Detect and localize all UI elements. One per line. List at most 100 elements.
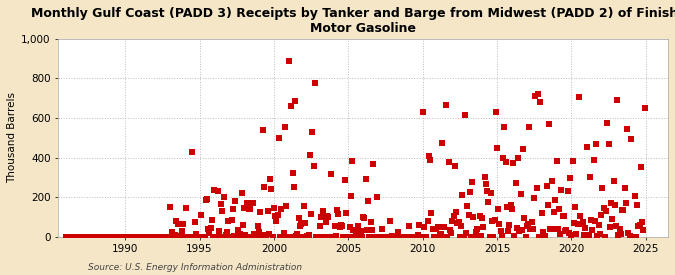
Point: [580, 226, 591, 230]
Point: [528, 226, 539, 231]
Point: [468, 215, 479, 219]
Point: [404, 224, 414, 229]
Point: [500, 160, 511, 164]
Point: [619, 186, 630, 190]
Point: [369, 235, 380, 239]
Point: [255, 210, 266, 214]
Point: [128, 235, 139, 239]
Point: [174, 235, 185, 239]
Point: [426, 211, 437, 216]
Point: [348, 228, 358, 232]
Point: [400, 235, 410, 239]
Point: [529, 196, 539, 201]
Point: [294, 224, 305, 229]
Point: [323, 215, 334, 220]
Point: [390, 235, 401, 239]
Point: [432, 225, 443, 229]
Point: [487, 219, 497, 223]
Point: [186, 235, 196, 239]
Point: [493, 207, 504, 212]
Point: [387, 235, 398, 239]
Point: [396, 235, 407, 239]
Point: [107, 235, 118, 239]
Point: [633, 224, 644, 229]
Point: [497, 233, 508, 238]
Point: [436, 232, 447, 236]
Point: [637, 220, 647, 225]
Point: [618, 208, 629, 212]
Point: [165, 235, 176, 239]
Point: [451, 210, 462, 214]
Point: [503, 229, 514, 233]
Point: [333, 212, 344, 217]
Point: [150, 235, 161, 239]
Point: [607, 217, 618, 222]
Point: [163, 235, 174, 239]
Point: [226, 218, 237, 222]
Point: [613, 233, 624, 237]
Point: [205, 226, 216, 231]
Point: [69, 235, 80, 239]
Point: [370, 235, 381, 239]
Point: [198, 235, 209, 239]
Point: [132, 235, 143, 239]
Point: [286, 104, 297, 108]
Point: [322, 213, 333, 218]
Point: [159, 235, 170, 239]
Point: [246, 235, 257, 239]
Point: [520, 234, 531, 239]
Point: [72, 235, 82, 239]
Point: [73, 235, 84, 239]
Point: [410, 235, 421, 239]
Point: [202, 196, 213, 201]
Point: [595, 232, 605, 237]
Point: [134, 235, 145, 239]
Point: [577, 220, 588, 224]
Point: [355, 229, 366, 233]
Point: [475, 214, 485, 218]
Point: [430, 235, 441, 239]
Point: [86, 235, 97, 239]
Point: [127, 235, 138, 239]
Point: [248, 232, 259, 236]
Point: [315, 224, 325, 228]
Point: [362, 199, 373, 203]
Point: [307, 130, 318, 134]
Point: [616, 232, 626, 236]
Point: [142, 235, 153, 239]
Point: [437, 141, 448, 145]
Point: [448, 214, 459, 219]
Point: [207, 217, 217, 222]
Point: [182, 235, 192, 239]
Point: [275, 235, 286, 239]
Point: [66, 235, 77, 239]
Point: [230, 198, 241, 203]
Point: [269, 205, 279, 210]
Point: [316, 214, 327, 219]
Point: [238, 223, 248, 227]
Point: [317, 235, 327, 239]
Point: [518, 147, 529, 151]
Point: [358, 215, 369, 219]
Point: [278, 230, 289, 235]
Point: [155, 235, 165, 239]
Point: [291, 233, 302, 238]
Point: [566, 233, 576, 238]
Point: [122, 235, 133, 239]
Point: [460, 230, 471, 235]
Point: [74, 235, 85, 239]
Point: [558, 214, 568, 218]
Point: [435, 233, 446, 238]
Point: [429, 235, 439, 239]
Point: [583, 232, 594, 237]
Point: [402, 235, 413, 239]
Point: [560, 229, 570, 233]
Point: [509, 234, 520, 238]
Point: [551, 159, 562, 163]
Point: [628, 235, 639, 239]
Point: [506, 202, 516, 207]
Point: [321, 220, 331, 225]
Point: [318, 209, 329, 213]
Point: [356, 235, 367, 239]
Point: [310, 235, 321, 239]
